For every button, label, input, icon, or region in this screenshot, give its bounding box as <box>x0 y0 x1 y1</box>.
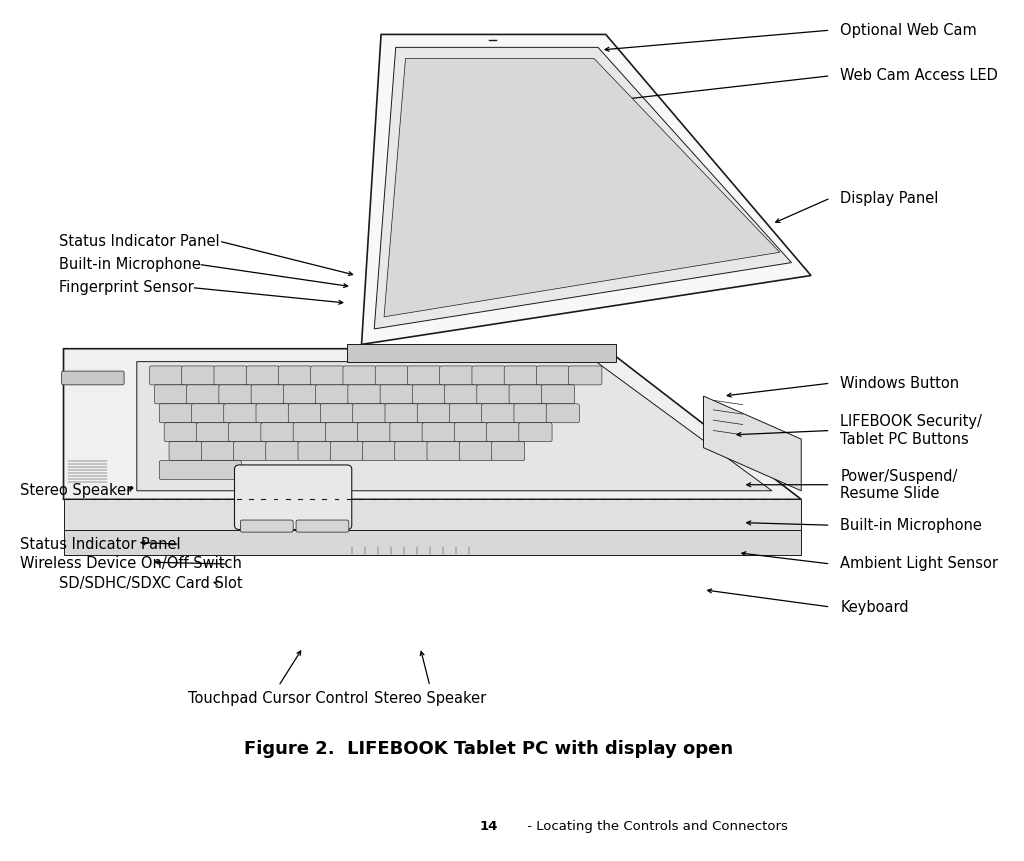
Polygon shape <box>374 47 792 329</box>
FancyBboxPatch shape <box>160 461 242 480</box>
FancyBboxPatch shape <box>352 404 386 423</box>
FancyBboxPatch shape <box>455 423 487 442</box>
Polygon shape <box>347 344 615 362</box>
Text: Fingerprint Sensor: Fingerprint Sensor <box>58 280 194 295</box>
FancyBboxPatch shape <box>233 442 266 461</box>
FancyBboxPatch shape <box>288 404 322 423</box>
Text: SD/SDHC/SDXC Card Slot: SD/SDHC/SDXC Card Slot <box>58 576 243 592</box>
Text: Power/Suspend/
Resume Slide: Power/Suspend/ Resume Slide <box>841 468 957 501</box>
FancyBboxPatch shape <box>315 385 349 404</box>
Polygon shape <box>703 396 801 491</box>
FancyBboxPatch shape <box>422 423 456 442</box>
Text: Display Panel: Display Panel <box>841 190 939 206</box>
Text: Stereo Speaker: Stereo Speaker <box>19 483 132 499</box>
Text: Windows Button: Windows Button <box>841 375 959 391</box>
FancyBboxPatch shape <box>439 366 473 385</box>
FancyBboxPatch shape <box>266 442 299 461</box>
FancyBboxPatch shape <box>514 404 547 423</box>
Text: LIFEBOOK Security/
Tablet PC Buttons: LIFEBOOK Security/ Tablet PC Buttons <box>841 414 982 447</box>
FancyBboxPatch shape <box>546 404 580 423</box>
FancyBboxPatch shape <box>537 366 569 385</box>
Text: 14: 14 <box>479 820 498 833</box>
FancyBboxPatch shape <box>568 366 602 385</box>
Text: Keyboard: Keyboard <box>841 599 909 615</box>
Text: Built-in Microphone: Built-in Microphone <box>841 517 982 533</box>
FancyBboxPatch shape <box>160 404 193 423</box>
FancyBboxPatch shape <box>348 385 381 404</box>
FancyBboxPatch shape <box>331 442 364 461</box>
FancyBboxPatch shape <box>234 465 352 530</box>
Polygon shape <box>63 349 801 499</box>
FancyBboxPatch shape <box>191 404 224 423</box>
FancyBboxPatch shape <box>427 442 460 461</box>
FancyBboxPatch shape <box>390 423 423 442</box>
Text: Touchpad Cursor Control: Touchpad Cursor Control <box>188 691 369 705</box>
FancyBboxPatch shape <box>186 385 220 404</box>
Text: Ambient Light Sensor: Ambient Light Sensor <box>841 556 998 572</box>
FancyBboxPatch shape <box>542 385 574 404</box>
Text: Web Cam Access LED: Web Cam Access LED <box>841 68 998 84</box>
FancyBboxPatch shape <box>375 366 409 385</box>
FancyBboxPatch shape <box>155 385 187 404</box>
FancyBboxPatch shape <box>164 423 198 442</box>
FancyBboxPatch shape <box>61 371 124 385</box>
FancyBboxPatch shape <box>181 366 215 385</box>
Text: Status Indicator Panel: Status Indicator Panel <box>19 536 180 552</box>
FancyBboxPatch shape <box>385 404 418 423</box>
Text: Built-in Microphone: Built-in Microphone <box>58 257 201 272</box>
FancyBboxPatch shape <box>380 385 414 404</box>
FancyBboxPatch shape <box>326 423 358 442</box>
FancyBboxPatch shape <box>413 385 445 404</box>
Text: - Locating the Controls and Connectors: - Locating the Controls and Connectors <box>522 820 787 833</box>
FancyBboxPatch shape <box>459 442 493 461</box>
Text: Optional Web Cam: Optional Web Cam <box>841 22 977 38</box>
Text: Wireless Device On/Off Switch: Wireless Device On/Off Switch <box>19 556 242 572</box>
FancyBboxPatch shape <box>241 520 293 532</box>
Polygon shape <box>137 362 772 491</box>
FancyBboxPatch shape <box>417 404 451 423</box>
FancyBboxPatch shape <box>481 404 515 423</box>
FancyBboxPatch shape <box>394 442 428 461</box>
FancyBboxPatch shape <box>362 442 395 461</box>
FancyBboxPatch shape <box>357 423 391 442</box>
FancyBboxPatch shape <box>224 404 257 423</box>
FancyBboxPatch shape <box>219 385 252 404</box>
FancyBboxPatch shape <box>261 423 294 442</box>
FancyBboxPatch shape <box>256 404 289 423</box>
FancyBboxPatch shape <box>486 423 520 442</box>
Text: Stereo Speaker: Stereo Speaker <box>374 691 486 705</box>
FancyBboxPatch shape <box>408 366 440 385</box>
Text: Status Indicator Panel: Status Indicator Panel <box>58 233 219 249</box>
FancyBboxPatch shape <box>509 385 543 404</box>
FancyBboxPatch shape <box>472 366 505 385</box>
FancyBboxPatch shape <box>284 385 316 404</box>
FancyBboxPatch shape <box>246 366 280 385</box>
FancyBboxPatch shape <box>293 423 327 442</box>
FancyBboxPatch shape <box>228 423 262 442</box>
FancyBboxPatch shape <box>197 423 229 442</box>
FancyBboxPatch shape <box>310 366 344 385</box>
FancyBboxPatch shape <box>251 385 285 404</box>
FancyBboxPatch shape <box>477 385 510 404</box>
FancyBboxPatch shape <box>214 366 247 385</box>
FancyBboxPatch shape <box>504 366 538 385</box>
FancyBboxPatch shape <box>298 442 331 461</box>
FancyBboxPatch shape <box>169 442 203 461</box>
FancyBboxPatch shape <box>296 520 349 532</box>
FancyBboxPatch shape <box>150 366 182 385</box>
FancyBboxPatch shape <box>492 442 524 461</box>
Text: Figure 2.  LIFEBOOK Tablet PC with display open: Figure 2. LIFEBOOK Tablet PC with displa… <box>244 740 733 758</box>
Polygon shape <box>63 530 801 555</box>
Polygon shape <box>361 34 811 344</box>
Polygon shape <box>384 59 779 317</box>
FancyBboxPatch shape <box>450 404 482 423</box>
FancyBboxPatch shape <box>343 366 376 385</box>
FancyBboxPatch shape <box>202 442 234 461</box>
FancyBboxPatch shape <box>321 404 353 423</box>
Polygon shape <box>63 499 801 530</box>
FancyBboxPatch shape <box>519 423 552 442</box>
FancyBboxPatch shape <box>444 385 478 404</box>
FancyBboxPatch shape <box>279 366 311 385</box>
